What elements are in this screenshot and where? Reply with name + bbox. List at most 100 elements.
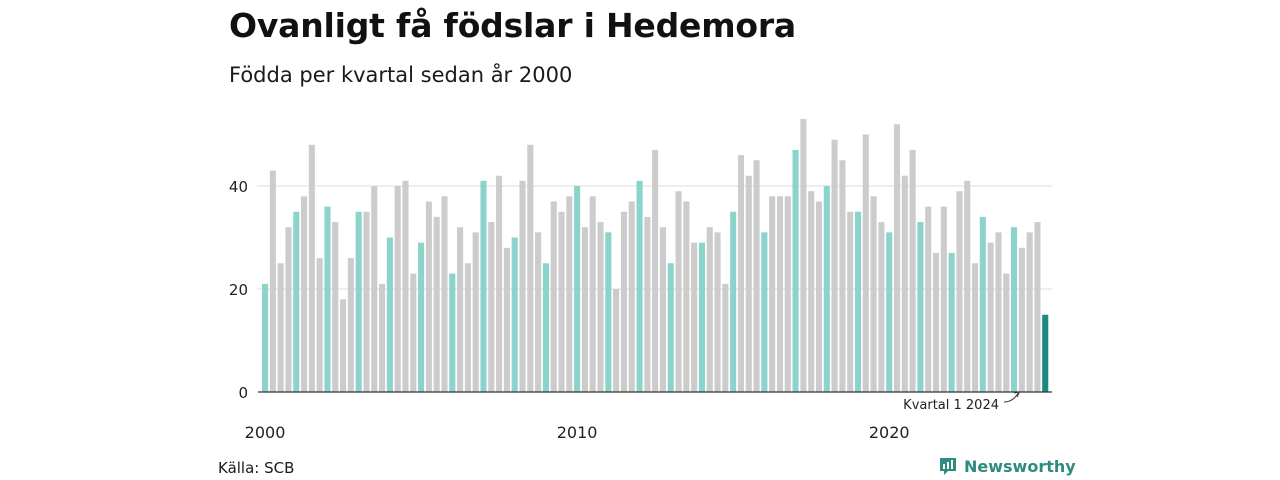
- bar: [558, 211, 565, 392]
- bar: [262, 283, 269, 392]
- chart-subtitle: Födda per kvartal sedan år 2000: [229, 63, 573, 87]
- bar: [769, 196, 776, 392]
- bar: [527, 144, 534, 392]
- bar: [909, 149, 916, 392]
- bar: [932, 252, 940, 392]
- y-tick-label: 20: [229, 281, 248, 299]
- bar: [636, 180, 643, 392]
- annotation-label: Kvartal 1 2024: [903, 398, 999, 413]
- bar: [839, 160, 846, 392]
- bar: [269, 170, 276, 392]
- chart-title: Ovanligt få födslar i Hedemora: [229, 6, 796, 45]
- bar: [332, 222, 339, 392]
- x-tick-label: 2020: [869, 423, 910, 442]
- bar: [878, 222, 885, 392]
- bar: [652, 149, 659, 392]
- bar: [613, 289, 620, 392]
- bar: [418, 242, 425, 392]
- bar: [496, 175, 503, 392]
- bar: [722, 283, 729, 392]
- bar: [737, 155, 745, 392]
- bar: [535, 232, 542, 392]
- bar: [386, 237, 393, 392]
- bar: [316, 258, 323, 392]
- bar: [472, 232, 479, 392]
- bar: [457, 227, 464, 392]
- bar: [402, 180, 409, 392]
- bar: [964, 180, 971, 392]
- bar: [1026, 232, 1033, 392]
- bar: [800, 119, 807, 393]
- bar: [808, 191, 815, 392]
- bar: [480, 180, 487, 392]
- bar: [940, 206, 947, 392]
- bar: [519, 180, 526, 392]
- bar: [675, 191, 682, 392]
- bar: [854, 211, 862, 392]
- bar: [815, 201, 823, 392]
- bar: [589, 196, 596, 392]
- bar: [581, 227, 588, 392]
- bar: [566, 196, 573, 392]
- bar: [870, 196, 877, 392]
- bar: [831, 139, 838, 392]
- bar: [1010, 227, 1018, 392]
- bar: [628, 201, 635, 392]
- bar: [464, 263, 471, 392]
- bar: [355, 211, 362, 392]
- bar: [706, 227, 713, 392]
- bar: [901, 175, 908, 392]
- bar: [425, 201, 432, 392]
- bar: [441, 196, 448, 392]
- bar: [893, 124, 901, 392]
- bar: [917, 222, 924, 392]
- bar: [542, 263, 549, 392]
- bar: [971, 263, 979, 392]
- bar: [488, 222, 495, 392]
- annotation-arrow: [1003, 392, 1019, 403]
- bar: [792, 149, 799, 392]
- bar: [823, 186, 830, 392]
- bar: [847, 211, 854, 392]
- bar: [987, 242, 994, 392]
- x-tick-label: 2000: [245, 423, 286, 442]
- bar: [1003, 273, 1010, 392]
- bar: [745, 175, 752, 392]
- annotation-arrowhead: [1014, 391, 1021, 398]
- bar: [503, 247, 510, 392]
- bar: [683, 201, 690, 392]
- bar: [285, 227, 292, 392]
- bar: [371, 186, 378, 392]
- bar: [644, 216, 651, 392]
- y-tick-label: 0: [238, 384, 248, 402]
- bar: [1034, 222, 1041, 392]
- bar: [340, 299, 347, 392]
- bar: [550, 201, 557, 392]
- source-label: Källa: SCB: [218, 459, 295, 477]
- bar: [691, 242, 698, 392]
- brand[interactable]: Newsworthy: [938, 456, 1076, 476]
- bar: [659, 227, 666, 392]
- bar: [753, 160, 760, 392]
- bar: [862, 134, 869, 392]
- bar: [979, 216, 986, 392]
- bar: [597, 222, 604, 392]
- bar: [379, 283, 386, 392]
- bar: [277, 263, 284, 392]
- bar: [347, 258, 354, 392]
- bar: [574, 186, 581, 392]
- bar: [925, 206, 932, 392]
- bar: [776, 196, 784, 392]
- bar: [293, 211, 300, 392]
- bar: [698, 242, 705, 392]
- bar: [1018, 247, 1025, 392]
- bar: [511, 237, 518, 392]
- bar: [363, 211, 370, 392]
- bar: [324, 206, 331, 392]
- y-tick-label: 40: [229, 178, 248, 196]
- bar: [995, 232, 1002, 392]
- bar: [394, 186, 401, 392]
- bar: [301, 196, 308, 392]
- bar: [620, 211, 627, 392]
